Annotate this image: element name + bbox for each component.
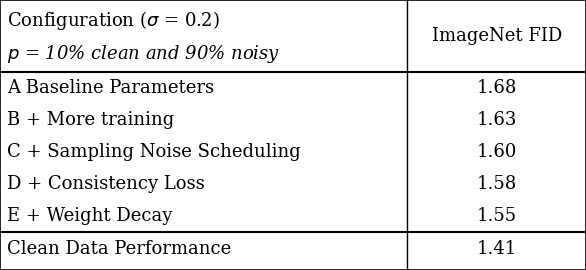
Text: ImageNet FID: ImageNet FID [431, 27, 562, 45]
Text: 1.55: 1.55 [476, 207, 517, 225]
Text: 1.58: 1.58 [476, 175, 517, 193]
Text: E + Weight Decay: E + Weight Decay [7, 207, 172, 225]
Text: D + Consistency Loss: D + Consistency Loss [7, 175, 205, 193]
Text: 1.68: 1.68 [476, 79, 517, 97]
Text: A Baseline Parameters: A Baseline Parameters [7, 79, 214, 97]
Text: Clean Data Performance: Clean Data Performance [7, 241, 231, 258]
Text: 1.60: 1.60 [476, 143, 517, 161]
Text: 1.63: 1.63 [476, 111, 517, 129]
Text: B + More training: B + More training [7, 111, 174, 129]
Text: C + Sampling Noise Scheduling: C + Sampling Noise Scheduling [7, 143, 301, 161]
Text: Configuration ($\sigma$ = 0.2): Configuration ($\sigma$ = 0.2) [7, 9, 220, 32]
Text: 1.41: 1.41 [476, 241, 517, 258]
Text: $p$ = 10% clean and 90% noisy: $p$ = 10% clean and 90% noisy [7, 43, 280, 65]
